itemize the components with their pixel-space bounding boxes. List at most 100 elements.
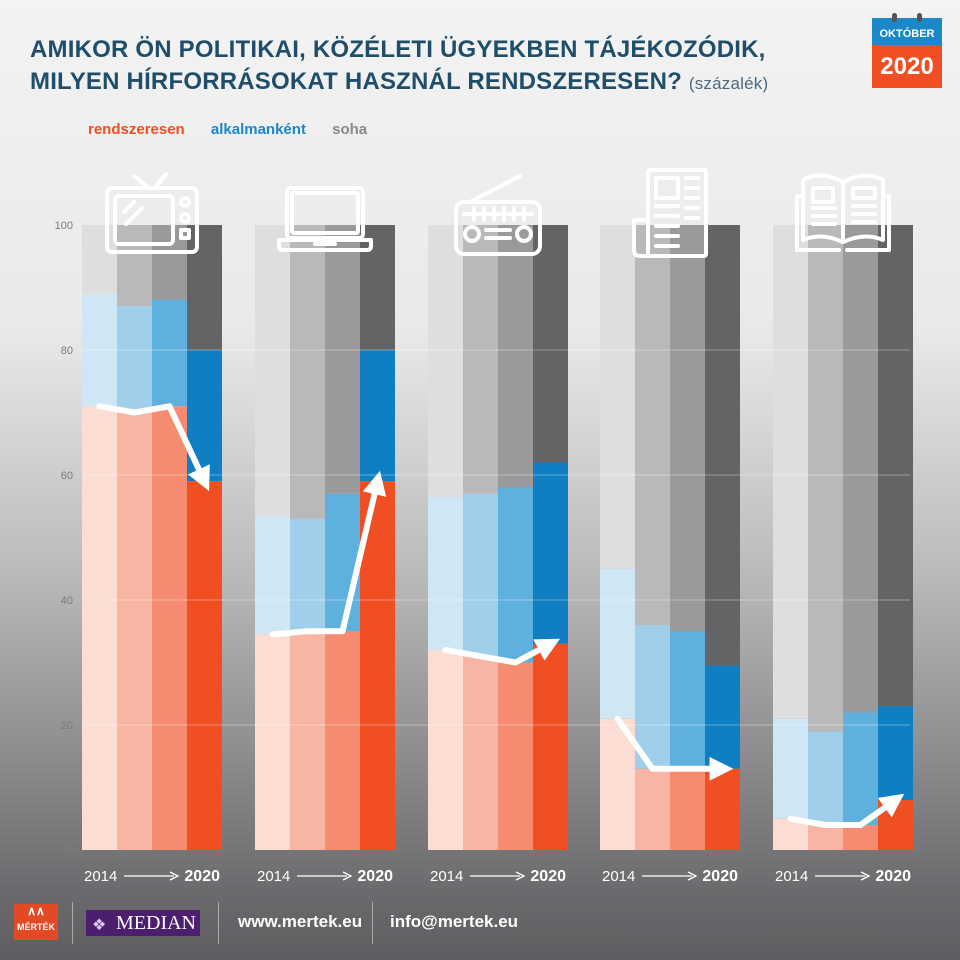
footer-divider (72, 902, 73, 944)
period-start-label: 2014 (775, 868, 808, 885)
period-arrow-head (515, 871, 526, 881)
bar-rendszeresen (187, 481, 222, 850)
bar-alkalmankent (428, 496, 463, 650)
bar-alkalmankent (498, 487, 533, 663)
bar-alkalmankent (533, 462, 568, 644)
y-tick-label: 80 (61, 345, 73, 357)
bar-soha (705, 225, 740, 666)
y-tick-label: 40 (61, 595, 73, 607)
bar-alkalmankent (255, 515, 290, 635)
bar-soha (428, 225, 463, 497)
y-tick-label: 60 (61, 470, 73, 482)
bar-rendszeresen (773, 818, 808, 850)
bar-soha (635, 225, 670, 625)
period-start-label: 2014 (430, 868, 463, 885)
bar-rendszeresen (463, 656, 498, 850)
trend-arrow (442, 638, 561, 666)
median-logo: ❖ MEDIAN (86, 910, 200, 936)
bar-rendszeresen (808, 825, 843, 850)
trend-arrow (269, 470, 387, 638)
bar-alkalmankent (705, 665, 740, 769)
bar-alkalmankent (152, 300, 187, 407)
bar-rendszeresen (670, 768, 705, 850)
tv-icon (105, 172, 199, 254)
period-end-label: 2020 (875, 868, 911, 885)
period-end-label: 2020 (357, 868, 393, 885)
footer-divider (372, 902, 373, 944)
bar-rendszeresen (635, 768, 670, 850)
period-end-label: 2020 (702, 868, 738, 885)
bar-soha (187, 225, 222, 350)
calendar-badge: OKTÓBER 2020 (872, 13, 942, 88)
median-symbol-icon: ❖ (92, 917, 107, 934)
bar-rendszeresen (255, 634, 290, 850)
legend: rendszeresen alkalmanként soha (88, 121, 389, 138)
median-logo-text: MEDIAN (116, 912, 196, 934)
bar-rendszeresen (533, 643, 568, 850)
radio-icon (454, 174, 542, 256)
title-line-2: MILYEN HÍRFORRÁSOKAT HASZNÁL RENDSZERESE… (30, 68, 682, 95)
magazine-icon (795, 173, 891, 252)
bar-soha (255, 225, 290, 516)
bar-rendszeresen (705, 768, 740, 850)
period-arrow-head (169, 871, 180, 881)
period-start-label: 2014 (602, 868, 635, 885)
bar-soha (117, 225, 152, 307)
bar-rendszeresen (290, 631, 325, 850)
bar-rendszeresen (325, 631, 360, 850)
period-arrow-head (687, 871, 698, 881)
bar-soha (360, 225, 395, 350)
period-arrow-head (860, 871, 871, 881)
bar-soha (290, 225, 325, 519)
y-tick-label: 20 (61, 720, 73, 732)
calendar-month: OKTÓBER (872, 13, 942, 45)
bar-alkalmankent (463, 493, 498, 657)
bar-alkalmankent (82, 293, 117, 407)
bar-rendszeresen (82, 406, 117, 850)
bar-rendszeresen (498, 662, 533, 850)
bar-rendszeresen (117, 412, 152, 850)
period-start-label: 2014 (84, 868, 117, 885)
trend-arrow (614, 715, 734, 781)
bar-soha (670, 225, 705, 632)
website-link[interactable]: www.mertek.eu (238, 912, 363, 931)
bar-rendszeresen (428, 650, 463, 850)
laptop-icon (277, 186, 373, 252)
trend-arrow (96, 403, 210, 492)
newspaper-icon (632, 168, 708, 258)
bar-soha (533, 225, 568, 463)
period-arrow-head (342, 871, 353, 881)
bar-alkalmankent (843, 712, 878, 825)
bar-alkalmankent (290, 518, 325, 632)
bar-alkalmankent (773, 718, 808, 819)
bar-rendszeresen (152, 406, 187, 850)
legend-soha: soha (332, 121, 368, 138)
bar-alkalmankent (600, 568, 635, 719)
bar-soha (498, 225, 533, 488)
bar-soha (325, 225, 360, 494)
footer-divider (218, 902, 219, 944)
title-unit: (százalék) (688, 74, 769, 93)
bar-alkalmankent (670, 631, 705, 769)
trend-arrow (787, 793, 905, 828)
bar-soha (773, 225, 808, 719)
period-end-label: 2020 (530, 868, 566, 885)
bar-alkalmankent (117, 306, 152, 413)
calendar-year: 2020 (872, 45, 942, 88)
bar-soha (843, 225, 878, 713)
bar-soha (463, 225, 498, 494)
chart-title: AMIKOR ÖN POLITIKAI, KÖZÉLETI ÜGYEKBEN T… (30, 34, 768, 100)
footer: MÉRTÉK ❖ MEDIAN www.mertek.eu info@merte… (0, 888, 960, 960)
y-tick-label: 100 (55, 220, 73, 232)
mertek-logo: MÉRTÉK (14, 888, 58, 940)
legend-alkalmankent: alkalmanként (210, 121, 306, 138)
period-end-label: 2020 (184, 868, 220, 885)
bar-alkalmankent (635, 625, 670, 769)
bar-alkalmankent (878, 706, 913, 800)
bar-soha (878, 225, 913, 707)
bar-alkalmankent (360, 350, 395, 482)
bar-soha (82, 225, 117, 294)
email-link[interactable]: info@mertek.eu (390, 912, 519, 931)
title-line-1: AMIKOR ÖN POLITIKAI, KÖZÉLETI ÜGYEKBEN T… (30, 36, 766, 63)
